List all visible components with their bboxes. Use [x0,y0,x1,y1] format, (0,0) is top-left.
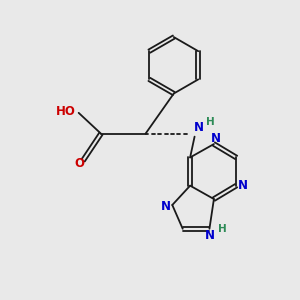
Text: N: N [204,229,214,242]
Text: N: N [194,121,203,134]
Text: HO: HO [56,105,76,118]
Text: O: O [75,158,85,170]
Text: N: N [238,179,248,192]
Text: H: H [218,224,227,234]
Text: N: N [161,200,171,213]
Text: N: N [210,132,220,145]
Text: H: H [206,117,215,127]
